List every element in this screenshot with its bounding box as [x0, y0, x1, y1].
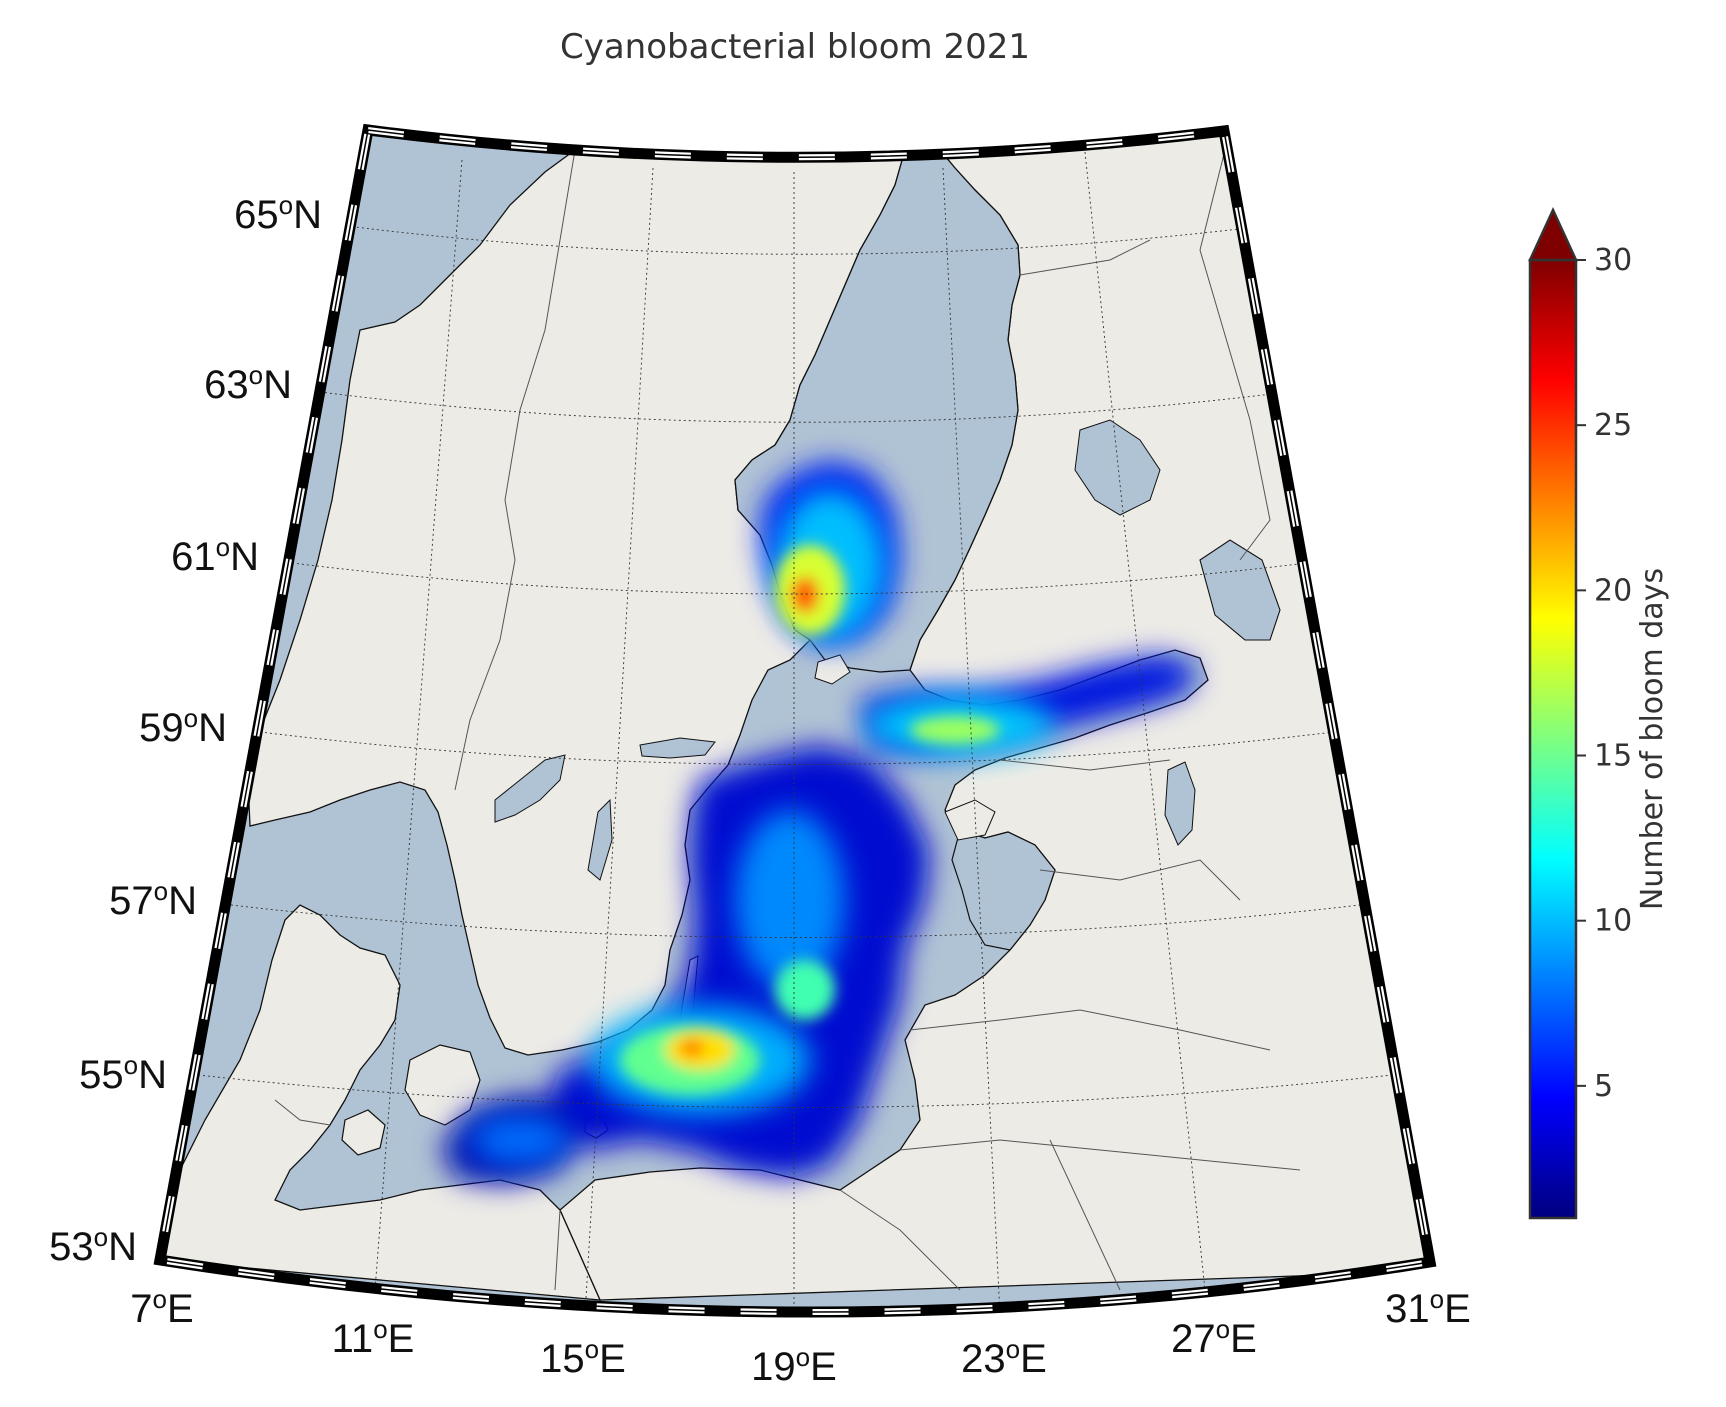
land-funen [341, 1109, 386, 1156]
lake-saimaa [1074, 419, 1161, 516]
colorbar-tick-label: 15 [1594, 739, 1632, 774]
parallel-63 [319, 391, 1281, 423]
colorbar-tick-label: 10 [1594, 904, 1632, 939]
lon-label-19: 19oE [751, 1342, 837, 1389]
lat-label-63: 63oN [204, 360, 292, 407]
longitude-labels: 7oE 11oE 15oE 19oE 23oE 27oE 31oE [130, 1284, 1471, 1389]
lon-label-23: 23oE [961, 1334, 1047, 1381]
colorbar-tick-label: 5 [1594, 1069, 1613, 1104]
lat-label-53: 53oN [49, 1222, 137, 1269]
lake-malaren [639, 737, 716, 759]
colorbar-gradient [1528, 258, 1578, 1220]
lon-label-15: 15oE [540, 1334, 626, 1381]
lon-label-27: 27oE [1171, 1314, 1257, 1361]
meridian-11 [374, 159, 463, 1291]
parallel-59 [259, 731, 1335, 765]
lat-label-55: 55oN [79, 1050, 167, 1097]
colorbar: 5 10 15 20 25 30 Number of bloom days [1528, 207, 1670, 1220]
sea-gulf-of-riga [951, 829, 1056, 951]
map-title: Cyanobacterial bloom 2021 [560, 27, 1030, 67]
lat-label-61: 61oN [171, 532, 259, 579]
lake-peipus [1164, 761, 1196, 846]
latitude-labels: 65oN 63oN 61oN 59oN 57oN 55oN 53oN [49, 190, 322, 1269]
map-area [160, 130, 1430, 1313]
colorbar-tick-label: 20 [1594, 573, 1632, 608]
bloom-west-cyan [470, 1115, 570, 1165]
graticule [197, 151, 1393, 1313]
meridian-27 [1084, 151, 1206, 1291]
parallel-55 [197, 1074, 1393, 1108]
bloom-layer [440, 460, 1195, 1185]
land-saaremaa [944, 799, 996, 841]
lon-label-11: 11oE [332, 1314, 415, 1361]
bloom-bothnia-orange [791, 577, 819, 613]
lat-label-65: 65oN [234, 190, 322, 237]
colorbar-tick-label: 25 [1594, 408, 1632, 443]
land-aland [814, 654, 851, 685]
bloom-proper-orange [680, 1039, 704, 1057]
parallel-65 [346, 225, 1257, 255]
lake-vattern [587, 798, 613, 881]
lon-label-31: 31oE [1385, 1284, 1471, 1331]
colorbar-label: Number of bloom days [1635, 568, 1670, 910]
colorbar-extend-max-arrow [1528, 207, 1578, 262]
bloom-finland-green [910, 716, 1000, 744]
lon-label-7: 7oE [130, 1284, 193, 1331]
map-frame [153, 123, 1437, 1318]
colorbar-ticks: 5 10 15 20 25 30 [1576, 243, 1632, 1104]
bloom-proper-cyan-1 [735, 810, 845, 990]
meridian-23 [942, 167, 1001, 1313]
parallel-57 [230, 904, 1361, 938]
country-borders [274, 130, 1301, 1291]
bloom-gotland-green [775, 960, 835, 1020]
meridian-15 [584, 167, 654, 1313]
land-denmark [160, 904, 602, 1301]
lat-label-59: 59oN [139, 703, 227, 750]
parallel-61 [291, 562, 1308, 595]
lake-ladoga [1199, 539, 1281, 641]
lake-vanern [494, 754, 566, 823]
lat-label-57: 57oN [109, 876, 197, 923]
colorbar-tick-label: 30 [1594, 243, 1632, 278]
